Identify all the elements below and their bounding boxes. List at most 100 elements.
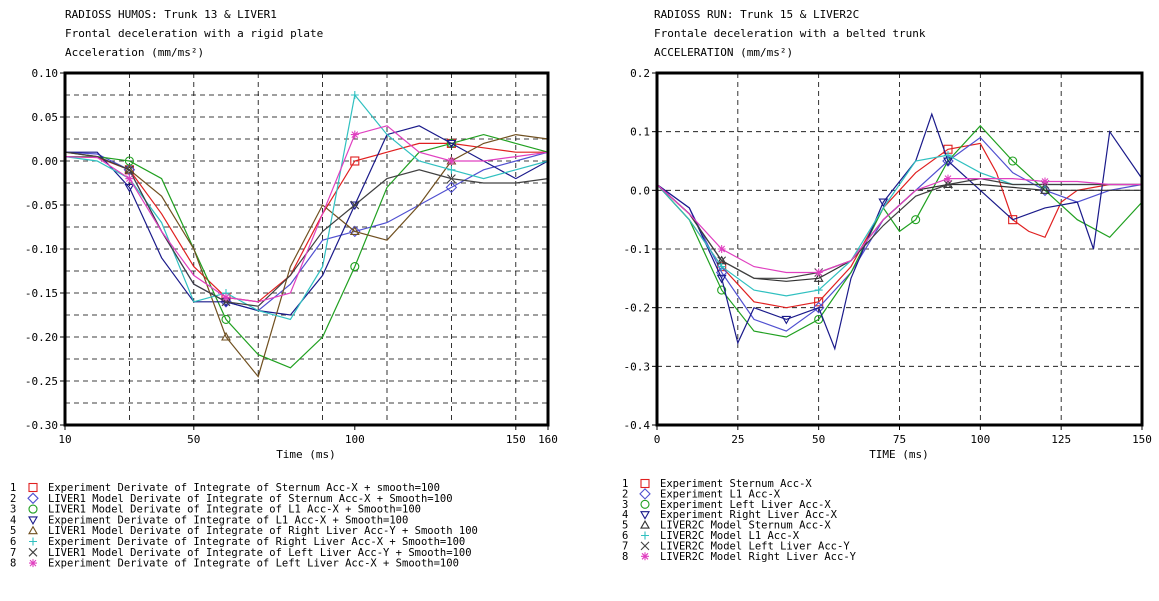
legend-number: 3 bbox=[622, 499, 628, 511]
legend-label: Experiment Derivate of Integrate of Ster… bbox=[48, 482, 440, 494]
series-6-line bbox=[64, 93, 549, 321]
series-3-line bbox=[65, 133, 549, 369]
x-tick-label: 0 bbox=[654, 433, 661, 446]
x-tick-label: 160 bbox=[538, 433, 558, 446]
chart-right-y-ticks: -0.4 -0.3 -0.2 -0.1 0.0 0.1 0.2 bbox=[624, 67, 657, 432]
chart-right-grid bbox=[657, 73, 1142, 425]
legend-label: Experiment Left Liver Acc-X bbox=[660, 499, 831, 511]
x-tick-label: 100 bbox=[970, 433, 990, 446]
chart-right-series bbox=[656, 112, 1143, 351]
y-tick-label: 0.05 bbox=[32, 111, 59, 124]
legend-number: 5 bbox=[10, 525, 16, 537]
legend-item: 5 LIVER1 Model Derivate of Integrate of R… bbox=[10, 525, 478, 537]
series-2-marker bbox=[1039, 184, 1051, 197]
series-8-marker bbox=[222, 293, 230, 302]
y-tick-label: 0.0 bbox=[630, 184, 650, 197]
series-5-marker bbox=[813, 273, 824, 282]
chart-left-y-ticks: -0.30 -0.25 -0.20 -0.15 -0.10 -0.05 0.00 0.05 0.… bbox=[25, 67, 65, 432]
series-7-marker bbox=[447, 174, 456, 183]
legend-label: LIVER1 Model Derivate of Integrate of Le… bbox=[48, 547, 472, 559]
chart-right-title-line-1: RADIOSS RUN: Trunk 15 & LIVER2C bbox=[654, 8, 859, 21]
x-tick-label: 10 bbox=[58, 433, 71, 446]
series-2-marker bbox=[349, 225, 361, 238]
series-3-marker bbox=[221, 314, 231, 324]
legend-label: Experiment L1 Acc-X bbox=[660, 488, 781, 500]
series-7-marker bbox=[350, 200, 360, 210]
chart-left-title-line-2: Frontal deceleration with a rigid plate bbox=[65, 27, 323, 40]
legend-marker bbox=[28, 547, 38, 557]
series-3-marker bbox=[350, 262, 360, 272]
chart-right: RADIOSS RUN: Trunk 15 & LIVER2C Frontale… bbox=[622, 8, 1152, 563]
legend-item: 3 LIVER1 Model Derivate of Integrate of L… bbox=[10, 504, 421, 516]
legend-number: 7 bbox=[10, 547, 16, 559]
legend-label: LIVER2C Model L1 Acc-X bbox=[660, 530, 800, 542]
chart-left-title-line-1: RADIOSS HUMOS: Trunk 13 & LIVER1 bbox=[65, 8, 277, 21]
legend-label: Experiment Derivate of Integrate of L1 A… bbox=[48, 514, 408, 526]
y-tick-label: 0.10 bbox=[32, 67, 59, 80]
legend-item: 2 Experiment L1 Acc-X bbox=[622, 488, 781, 500]
legend-number: 5 bbox=[622, 520, 628, 532]
chart-right-x-ticks: 0 25 50 75 100 125 150 bbox=[654, 425, 1152, 446]
legend-label: LIVER1 Model Derivate of Integrate of Ri… bbox=[48, 525, 478, 537]
legend-item: 4 Experiment Derivate of Integrate of L1 … bbox=[10, 514, 408, 526]
y-tick-label: -0.30 bbox=[25, 419, 58, 432]
legend-item: 8 LIVER2C Model Right Liver Acc-Y bbox=[622, 551, 857, 563]
series-4-line bbox=[656, 112, 1143, 351]
x-tick-label: 150 bbox=[506, 433, 526, 446]
legend-marker bbox=[641, 531, 649, 540]
series-4-marker bbox=[124, 183, 135, 193]
series-1-marker bbox=[350, 156, 360, 166]
series-7-line bbox=[656, 177, 1142, 279]
legend-item: 6 LIVER2C Model L1 Acc-X bbox=[622, 530, 800, 542]
y-tick-label: -0.4 bbox=[624, 419, 651, 432]
legend-item: 7 LIVER2C Model Left Liver Acc-Y bbox=[622, 540, 850, 552]
y-tick-label: -0.10 bbox=[25, 243, 58, 256]
series-8-marker bbox=[717, 245, 726, 253]
chart-left: RADIOSS HUMOS: Trunk 13 & LIVER1 Frontal… bbox=[10, 8, 558, 570]
series-2-marker bbox=[812, 301, 825, 314]
legend-item: 7 LIVER1 Model Derivate of Integrate of L… bbox=[10, 547, 472, 559]
legend-item: 1 Experiment Sternum Acc-X bbox=[622, 478, 812, 490]
legend-number: 2 bbox=[622, 488, 628, 500]
chart-left-grid bbox=[65, 73, 548, 425]
series-7-line bbox=[64, 151, 549, 307]
legend-label: LIVER2C Model Left Liver Acc-Y bbox=[660, 540, 850, 552]
legend-marker bbox=[28, 516, 38, 526]
legend-label: Experiment Sternum Acc-X bbox=[660, 478, 812, 490]
chart-left-x-ticks: 10 50 100 150 160 bbox=[58, 425, 558, 446]
x-tick-label: 50 bbox=[812, 433, 825, 446]
legend-marker bbox=[641, 552, 649, 561]
legend-item: 1 Experiment Derivate of Integrate of Ste… bbox=[10, 482, 440, 494]
series-4-marker bbox=[878, 198, 889, 208]
legend-number: 4 bbox=[10, 514, 16, 526]
series-5-marker bbox=[221, 331, 231, 341]
x-tick-label: 125 bbox=[1051, 433, 1071, 446]
legend-item: 5 LIVER2C Model Sternum Acc-X bbox=[622, 520, 831, 532]
chart-right-title-line-2: Frontale deceleration with a belted trun… bbox=[654, 27, 926, 40]
legend-marker bbox=[28, 504, 38, 514]
legend-label: LIVER1 Model Derivate of Integrate of St… bbox=[48, 493, 453, 505]
legend-number: 4 bbox=[622, 509, 628, 521]
y-tick-label: 0.1 bbox=[630, 126, 650, 139]
y-tick-label: 0.2 bbox=[630, 67, 650, 80]
legend-marker bbox=[29, 559, 37, 568]
series-7-marker bbox=[717, 256, 727, 266]
legend-label: Experiment Right Liver Acc-X bbox=[660, 509, 838, 521]
chart-left-legend: 1 Experiment Derivate of Integrate of Ste… bbox=[10, 482, 478, 570]
series-5-line bbox=[64, 133, 549, 378]
legend-item: 6 Experiment Derivate of Integrate of Rig… bbox=[10, 536, 465, 548]
series-8-marker bbox=[944, 174, 952, 183]
chart-left-series bbox=[64, 91, 549, 378]
x-tick-label: 75 bbox=[893, 433, 906, 446]
chart-left-title-line-3: Acceleration (mm/ms²) bbox=[65, 46, 204, 59]
x-tick-label: 25 bbox=[731, 433, 744, 446]
series-6-marker bbox=[717, 262, 726, 271]
series-6-marker bbox=[350, 91, 359, 99]
x-tick-label: 150 bbox=[1132, 433, 1152, 446]
series-4-marker bbox=[781, 315, 792, 325]
y-tick-label: -0.1 bbox=[624, 243, 651, 256]
legend-number: 3 bbox=[10, 504, 16, 516]
y-tick-label: -0.2 bbox=[624, 302, 651, 315]
legend-item: 3 Experiment Left Liver Acc-X bbox=[622, 499, 831, 511]
